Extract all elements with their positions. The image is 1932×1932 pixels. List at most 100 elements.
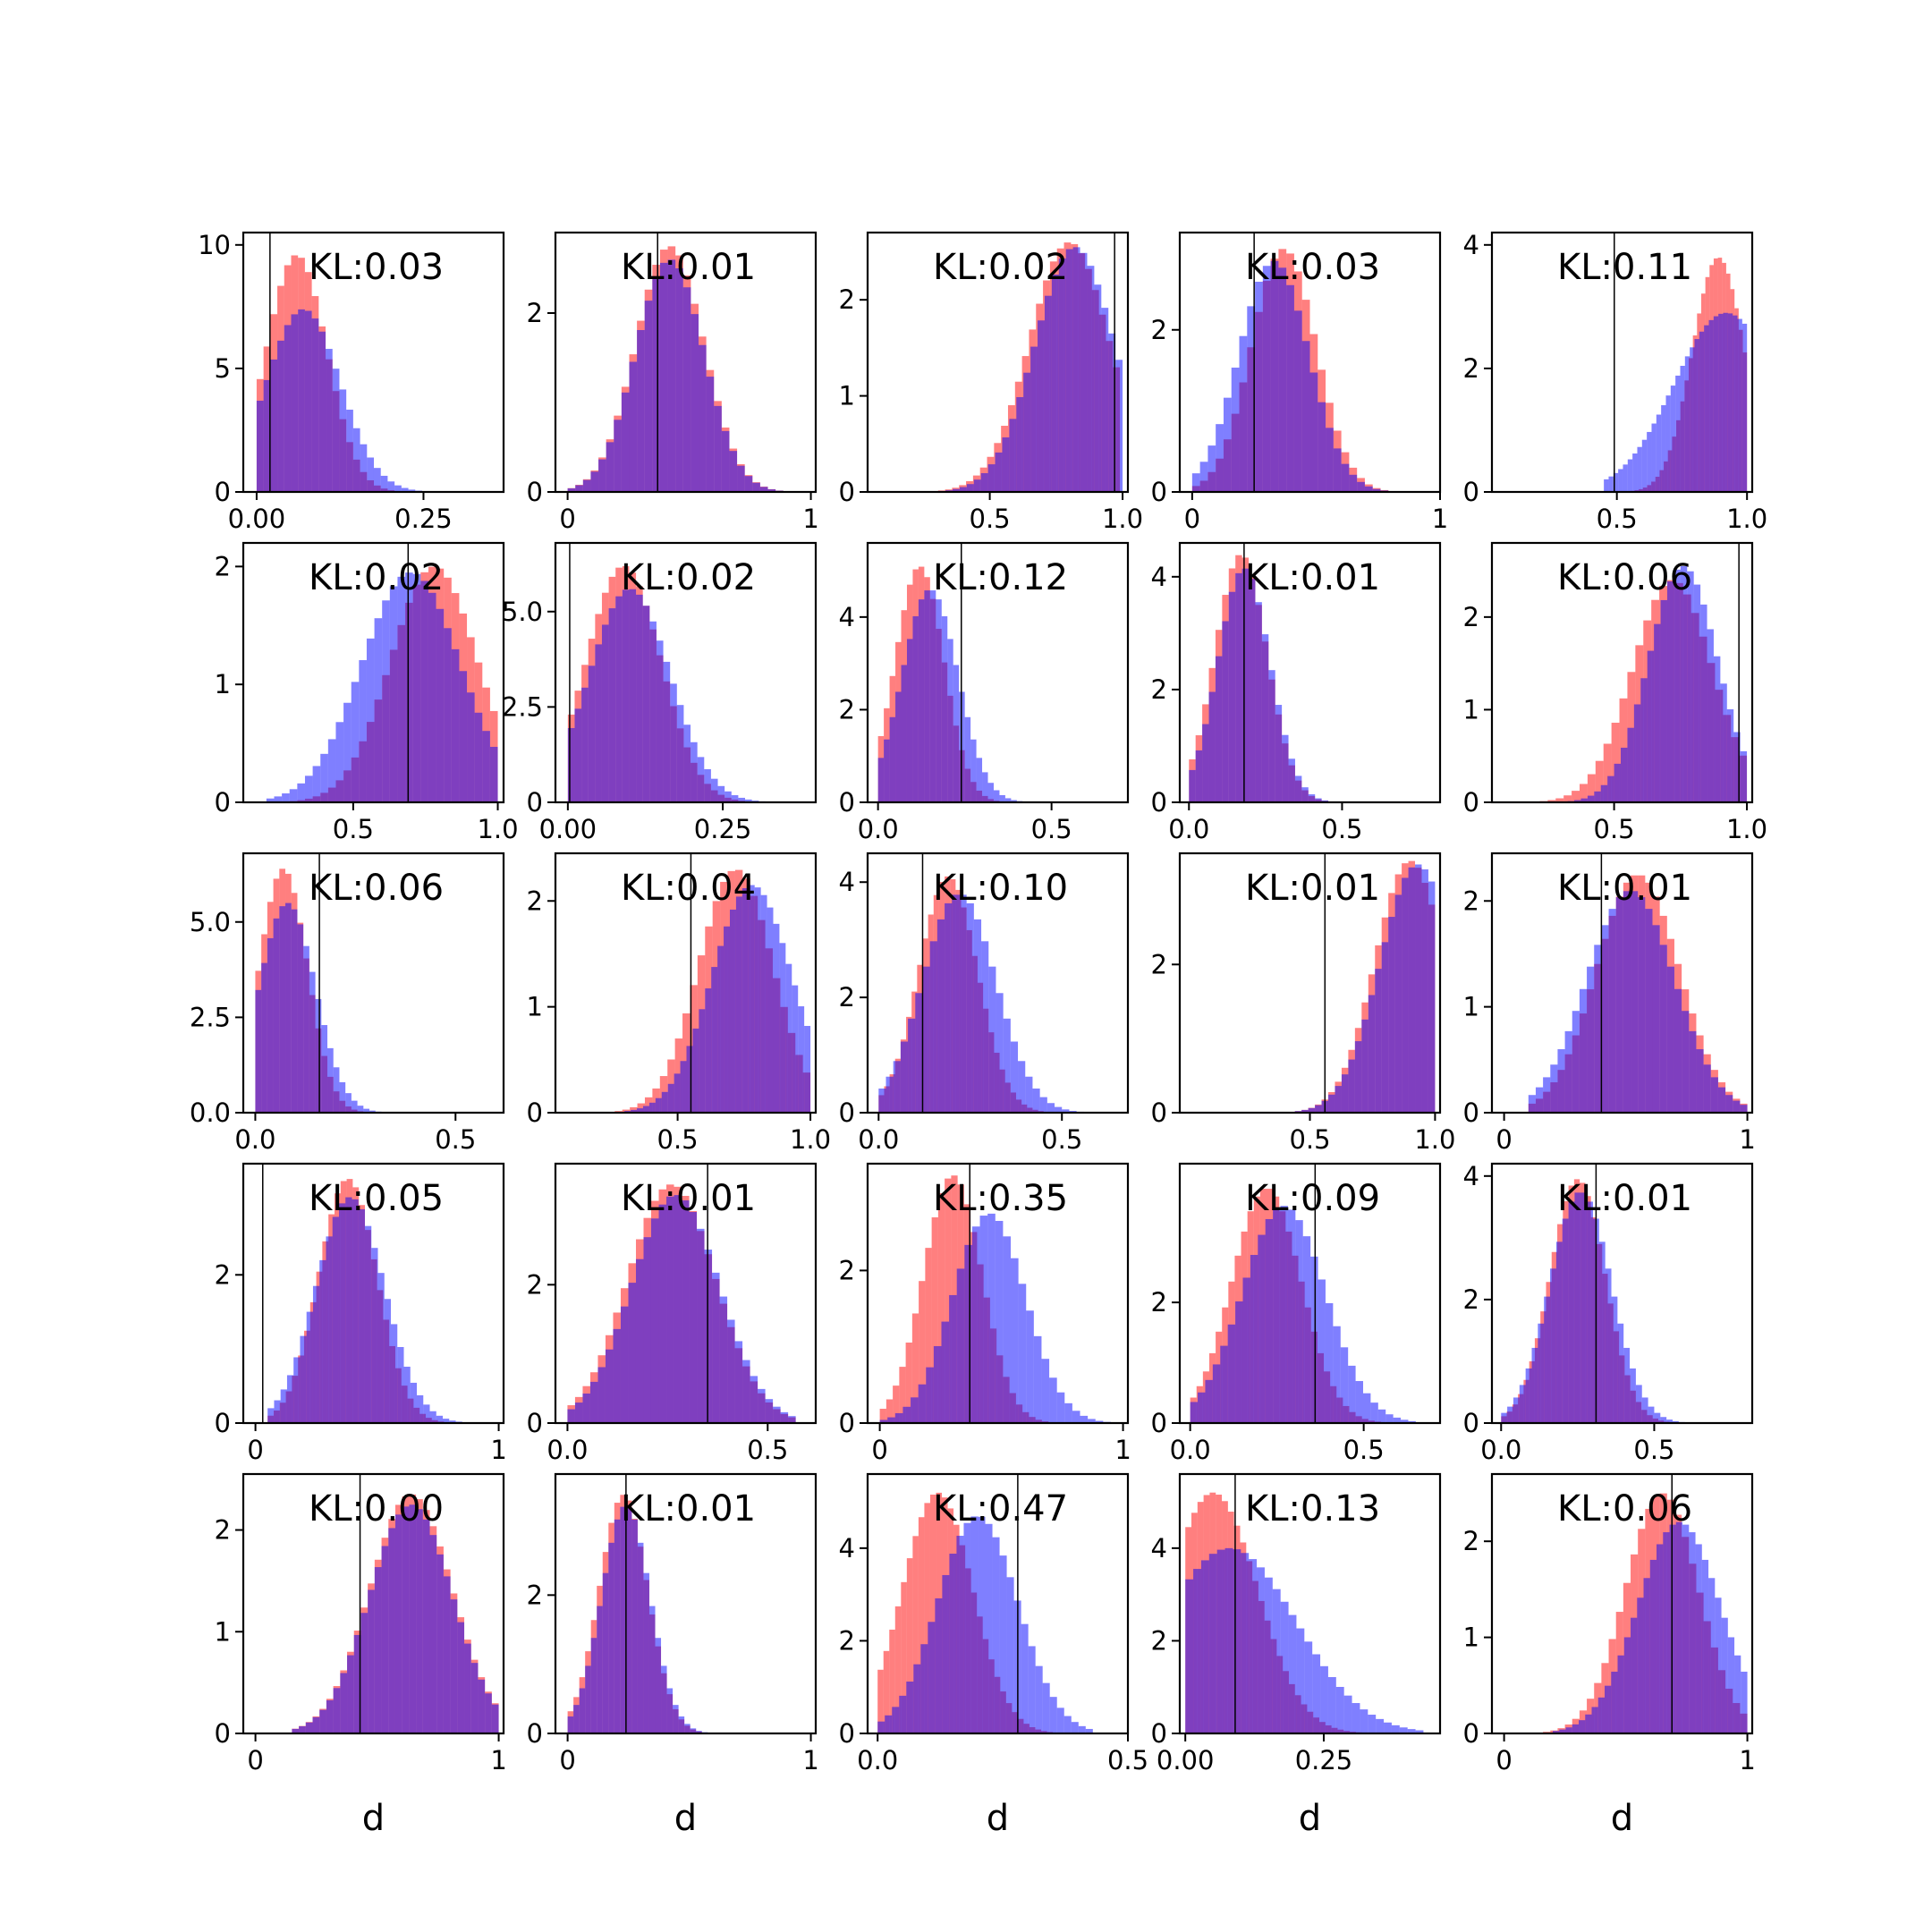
blue-bar bbox=[1519, 1385, 1526, 1423]
blue-bar bbox=[332, 1216, 339, 1423]
kl-annotation: KL:0.02 bbox=[933, 247, 1068, 288]
blue-bar bbox=[1064, 1402, 1072, 1423]
axes-frame bbox=[242, 1162, 505, 1425]
blue-bar bbox=[1368, 1715, 1377, 1733]
x-tick-label: 1.0 bbox=[1414, 1124, 1455, 1155]
blue-bar bbox=[1199, 462, 1208, 492]
blue-bar bbox=[266, 798, 275, 802]
red-bar bbox=[1555, 798, 1564, 802]
blue-bar bbox=[1335, 1086, 1342, 1113]
blue-bar bbox=[340, 1673, 348, 1733]
x-tick-label: 0.0 bbox=[234, 1124, 275, 1155]
plot-area bbox=[1185, 1474, 1424, 1733]
blue-bar bbox=[879, 1419, 888, 1423]
blue-bar bbox=[321, 1025, 328, 1113]
blue-bar bbox=[1659, 945, 1667, 1113]
blue-bar bbox=[1235, 1301, 1243, 1423]
histogram-panel: 0 2 4 0.0 0.5 KL:0.47 bbox=[839, 1472, 1148, 1775]
kl-annotation: KL:0.10 bbox=[933, 868, 1068, 909]
blue-bar bbox=[1003, 1018, 1011, 1113]
blue-bar bbox=[277, 340, 284, 492]
y-tick-label: 1 bbox=[839, 381, 855, 411]
blue-bar bbox=[284, 325, 292, 492]
blue-bar bbox=[333, 1067, 340, 1113]
blue-bar bbox=[1278, 267, 1287, 492]
blue-bar bbox=[1272, 1589, 1281, 1733]
blue-bar bbox=[467, 692, 475, 802]
plot-area bbox=[584, 853, 811, 1113]
blue-bar bbox=[642, 1106, 649, 1113]
blue-bar bbox=[1580, 1192, 1588, 1423]
blue-bar bbox=[1295, 1220, 1303, 1423]
blue-bar bbox=[959, 487, 967, 492]
blue-bar bbox=[949, 1294, 957, 1423]
y-tick-label: 1 bbox=[215, 669, 231, 699]
kl-annotation: KL:0.03 bbox=[1245, 247, 1380, 288]
y-tick-label: 2 bbox=[839, 1625, 855, 1656]
y-tick-label: 0 bbox=[527, 1408, 543, 1438]
y-tick-label: 2 bbox=[839, 982, 855, 1013]
blue-bar bbox=[652, 276, 660, 492]
blue-bar bbox=[1428, 881, 1436, 1113]
x-tick-label: 0.5 bbox=[970, 504, 1011, 534]
blue-bar bbox=[877, 758, 885, 802]
x-tick-label: 0.25 bbox=[1295, 1745, 1353, 1775]
red-bar bbox=[899, 1367, 906, 1423]
red-bar bbox=[877, 1669, 884, 1733]
blue-bar bbox=[792, 985, 799, 1113]
blue-bar bbox=[978, 1516, 986, 1733]
blue-bar bbox=[734, 1341, 743, 1423]
blue-bar bbox=[915, 993, 923, 1113]
axes-frame bbox=[1178, 1472, 1442, 1735]
blue-bar bbox=[945, 902, 953, 1113]
blue-bar bbox=[1352, 1703, 1360, 1733]
blue-bar bbox=[601, 624, 609, 802]
blue-bar bbox=[655, 1097, 662, 1113]
blue-bar bbox=[966, 902, 974, 1113]
blue-bar bbox=[573, 1705, 580, 1733]
y-tick-label: 2 bbox=[527, 1269, 543, 1300]
histogram-panel: 0 2.5 5.0 0.00 0.25 KL:0.02 bbox=[502, 541, 818, 844]
axes-frame bbox=[1490, 1162, 1754, 1425]
blue-bar bbox=[706, 377, 715, 492]
blue-bar bbox=[351, 1100, 358, 1113]
red-bar bbox=[1547, 800, 1556, 802]
blue-bar bbox=[758, 1388, 766, 1423]
blue-bar bbox=[697, 757, 705, 802]
blue-bar bbox=[1003, 1236, 1012, 1423]
blue-bar bbox=[1618, 469, 1623, 492]
red-bar bbox=[924, 1503, 930, 1733]
blue-bar bbox=[1328, 1094, 1335, 1113]
blue-bar bbox=[683, 724, 691, 802]
blue-bar bbox=[1696, 1049, 1704, 1113]
y-tick-label: 2 bbox=[1151, 1287, 1167, 1318]
blue-bar bbox=[1304, 1641, 1313, 1733]
blue-bar bbox=[1665, 395, 1671, 492]
blue-bar bbox=[1693, 584, 1701, 802]
blue-bar bbox=[1381, 942, 1389, 1113]
blue-bar bbox=[303, 945, 309, 1113]
blue-bar bbox=[1011, 1258, 1019, 1423]
y-tick-label: 2 bbox=[1463, 1526, 1479, 1556]
blue-bar bbox=[373, 468, 381, 492]
blue-bar bbox=[1631, 1617, 1638, 1733]
blue-bar bbox=[704, 768, 711, 802]
blue-bar bbox=[1216, 1549, 1225, 1733]
y-tick-label: 0 bbox=[527, 477, 543, 507]
histogram-panel: 0 1 2 0.5 1.0 KL:0.02 bbox=[215, 541, 519, 844]
axes-frame bbox=[866, 1472, 1130, 1735]
blue-bar bbox=[1035, 1665, 1043, 1733]
blue-bar bbox=[1627, 459, 1633, 492]
blue-bar bbox=[900, 1041, 909, 1113]
blue-bar bbox=[420, 580, 428, 802]
y-tick-label: 0 bbox=[839, 1408, 855, 1438]
blue-bar bbox=[906, 639, 913, 802]
y-tick-label: 0 bbox=[1463, 1718, 1479, 1749]
blue-bar bbox=[1275, 705, 1283, 802]
red-bar bbox=[1563, 795, 1572, 802]
y-tick-label: 0 bbox=[1463, 787, 1479, 818]
blue-bar bbox=[397, 576, 406, 802]
blue-bar bbox=[1193, 1569, 1201, 1733]
blue-bar bbox=[1056, 1707, 1064, 1733]
